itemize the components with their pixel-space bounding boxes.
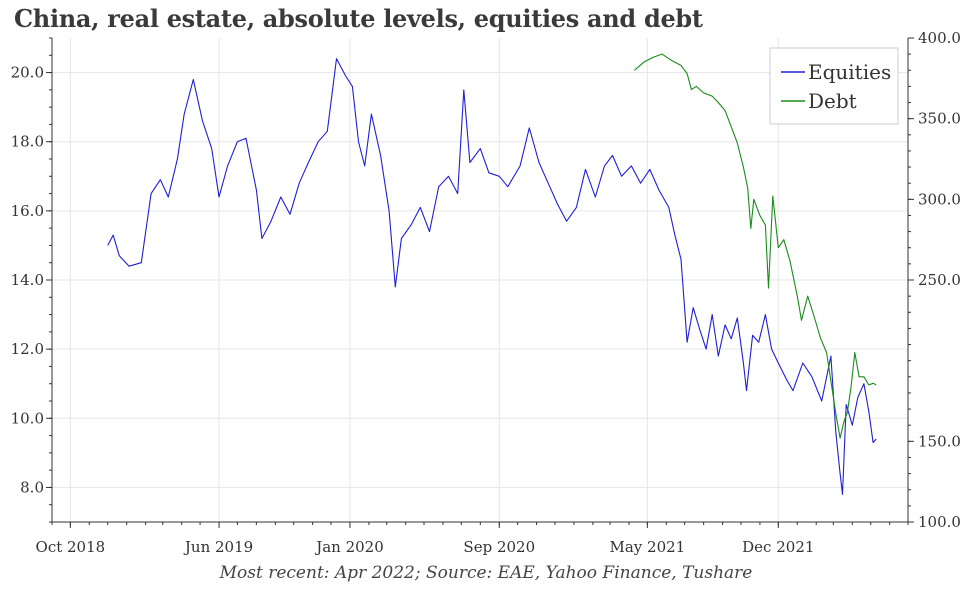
y-right-tick-label: 150.0 <box>918 432 961 450</box>
y-left-tick-label: 20.0 <box>11 64 44 82</box>
y-left-tick-label: 18.0 <box>11 133 44 151</box>
series-line-debt <box>634 53 877 439</box>
y-left-tick-label: 16.0 <box>11 202 44 220</box>
x-tick-label: Sep 2020 <box>463 538 535 556</box>
y-left-tick-label: 14.0 <box>11 271 44 289</box>
series-line-equities <box>107 58 877 495</box>
x-tick-label: May 2021 <box>609 538 685 556</box>
x-tick-label: Jun 2019 <box>183 538 253 556</box>
y-left-tick-label: 8.0 <box>20 478 44 496</box>
x-tick-label: Oct 2018 <box>36 538 106 556</box>
y-right-tick-label: 250.0 <box>918 271 961 289</box>
y-right-tick-label: 400.0 <box>918 29 961 47</box>
x-tick-label: Jan 2020 <box>314 538 384 556</box>
legend: Equities Debt <box>769 47 899 125</box>
x-tick-label: Dec 2021 <box>742 538 814 556</box>
chart-caption: Most recent: Apr 2022; Source: EAE, Yaho… <box>219 563 753 583</box>
y-right-tick-label: 100.0 <box>918 513 961 531</box>
chart-title: China, real estate, absolute levels, equ… <box>14 4 703 33</box>
y-right-tick-label: 350.0 <box>918 110 961 128</box>
axes: Oct 2018 Jun 2019 Jan 2020 Sep 2020 May 2021… <box>11 29 961 556</box>
legend-box <box>769 47 899 125</box>
legend-label-debt: Debt <box>808 89 857 113</box>
y-left-tick-label: 10.0 <box>11 409 44 427</box>
series-lines <box>107 53 877 495</box>
legend-label-equities: Equities <box>808 60 891 84</box>
grid-lines <box>52 38 908 522</box>
y-left-tick-label: 12.0 <box>11 340 44 358</box>
y-right-tick-label: 300.0 <box>918 190 961 208</box>
